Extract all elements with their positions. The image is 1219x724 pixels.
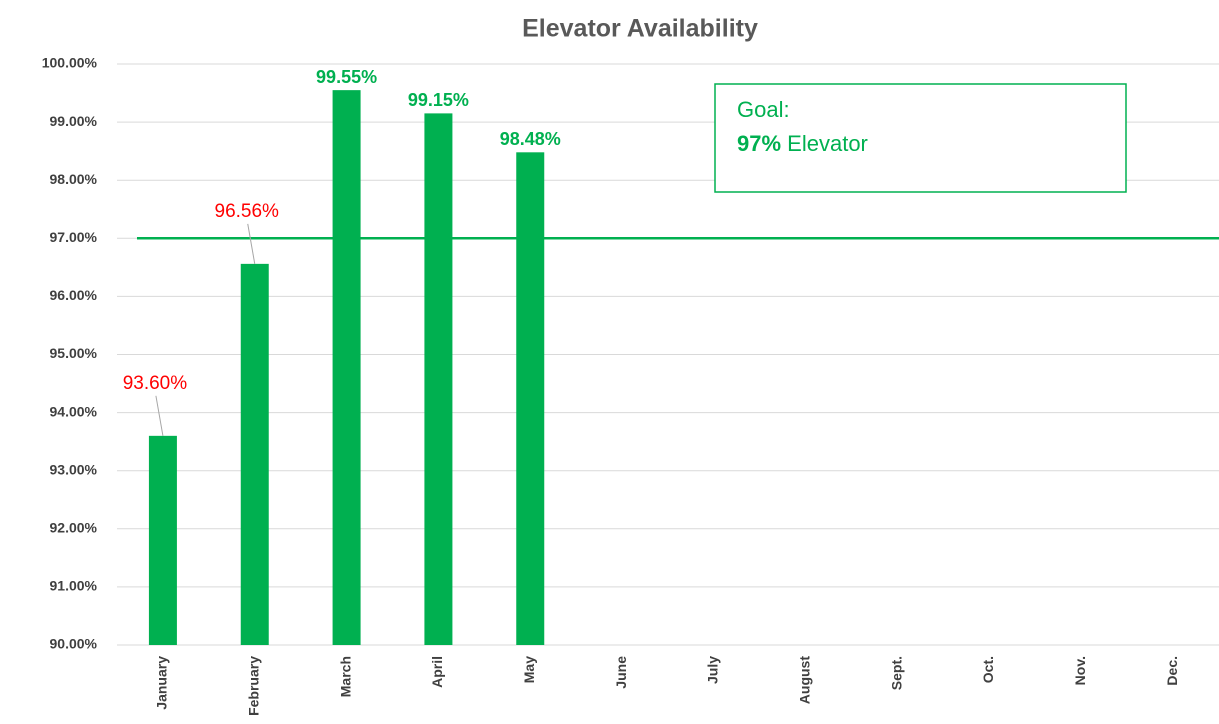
annotation-label: Elevator bbox=[787, 131, 868, 156]
data-label: 98.48% bbox=[500, 129, 561, 149]
y-tick-label: 96.00% bbox=[50, 287, 98, 303]
chart-title: Elevator Availability bbox=[522, 15, 758, 43]
bar bbox=[424, 113, 453, 645]
data-label: 96.56% bbox=[215, 201, 280, 222]
bar bbox=[332, 90, 361, 645]
x-tick-label: Nov. bbox=[1072, 656, 1088, 685]
annotation-box: Goal: 97% Elevator bbox=[714, 83, 1127, 193]
data-label: 99.55% bbox=[316, 67, 377, 87]
bar bbox=[240, 263, 269, 645]
x-tick-label: Sept. bbox=[888, 656, 904, 690]
data-label: 99.15% bbox=[408, 90, 469, 110]
annotation-title: Goal: bbox=[737, 97, 790, 122]
y-tick-label: 94.00% bbox=[50, 403, 98, 419]
x-tick-label: July bbox=[705, 656, 721, 684]
x-tick-label: April bbox=[429, 656, 445, 688]
x-tick-label: January bbox=[154, 656, 170, 710]
y-tick-label: 95.00% bbox=[50, 345, 98, 361]
y-tick-label: 92.00% bbox=[50, 520, 98, 536]
leader-line bbox=[247, 223, 256, 264]
bar bbox=[148, 435, 177, 645]
x-tick-label: March bbox=[337, 656, 353, 697]
x-tick-label: Dec. bbox=[1164, 656, 1180, 686]
y-tick-label: 90.00% bbox=[50, 636, 98, 652]
leader-line bbox=[155, 395, 164, 436]
x-tick-label: Oct. bbox=[980, 656, 996, 683]
y-tick-label: 91.00% bbox=[50, 578, 98, 594]
annotation-value: 97% bbox=[737, 131, 781, 156]
x-tick-label: August bbox=[796, 656, 812, 705]
data-label: 93.60% bbox=[123, 373, 188, 394]
y-tick-label: 97.00% bbox=[50, 229, 98, 245]
y-tick-label: 93.00% bbox=[50, 461, 98, 477]
annotation-frame bbox=[714, 83, 1127, 193]
x-tick-label: May bbox=[521, 656, 537, 683]
y-tick-label: 98.00% bbox=[50, 171, 98, 187]
annotation-text: 97% Elevator bbox=[737, 131, 868, 156]
bar bbox=[516, 152, 545, 645]
y-tick-label: 99.00% bbox=[50, 113, 98, 129]
x-tick-label: June bbox=[613, 656, 629, 689]
x-tick-label: February bbox=[245, 656, 261, 716]
y-tick-label: 100.00% bbox=[42, 55, 98, 71]
